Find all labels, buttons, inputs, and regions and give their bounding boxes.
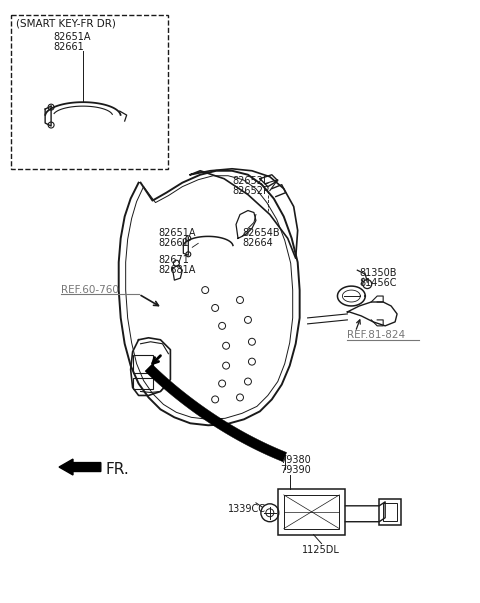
Text: 82651A: 82651A bbox=[53, 31, 91, 42]
Text: REF.60-760: REF.60-760 bbox=[61, 285, 119, 295]
Text: 82661: 82661 bbox=[158, 238, 189, 248]
Text: 82652L: 82652L bbox=[232, 175, 268, 186]
Text: (SMART KEY-FR DR): (SMART KEY-FR DR) bbox=[16, 19, 116, 29]
Text: 82671: 82671 bbox=[158, 255, 189, 265]
Text: 79390: 79390 bbox=[280, 465, 311, 475]
Bar bbox=[12, 14, 168, 169]
Bar bbox=[383, 503, 397, 521]
Bar bbox=[278, 489, 346, 535]
Text: 82664: 82664 bbox=[242, 238, 273, 248]
Text: 81456C: 81456C bbox=[360, 278, 397, 288]
Text: 82681A: 82681A bbox=[158, 265, 196, 275]
Text: 82651A: 82651A bbox=[158, 229, 196, 238]
Bar bbox=[284, 495, 339, 529]
Text: 81350B: 81350B bbox=[360, 268, 397, 278]
Bar bbox=[132, 355, 153, 373]
Polygon shape bbox=[145, 364, 287, 462]
Text: 1339CC: 1339CC bbox=[228, 504, 266, 514]
Text: 1125DL: 1125DL bbox=[301, 545, 339, 555]
Text: 82661: 82661 bbox=[53, 42, 84, 51]
Text: 82652R: 82652R bbox=[232, 186, 270, 196]
Bar bbox=[379, 499, 401, 525]
FancyArrow shape bbox=[59, 459, 101, 475]
Bar bbox=[132, 377, 153, 390]
Text: 82654B: 82654B bbox=[242, 229, 280, 238]
Text: REF.81-824: REF.81-824 bbox=[348, 330, 406, 340]
Text: 79380: 79380 bbox=[280, 455, 311, 465]
Text: FR.: FR. bbox=[106, 462, 130, 477]
